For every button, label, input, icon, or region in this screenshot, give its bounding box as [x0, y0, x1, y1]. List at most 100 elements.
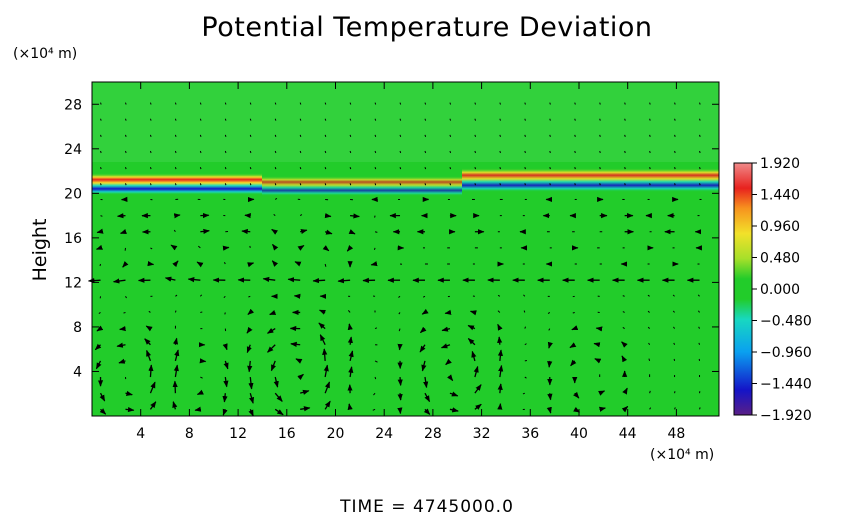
wind-arrow: [547, 360, 553, 368]
chart-title: Potential Temperature Deviation: [201, 12, 653, 43]
wind-arrow: [87, 277, 101, 284]
wind-arrow: [299, 134, 302, 137]
wind-arrow: [649, 167, 651, 170]
wind-arrow: [247, 308, 255, 315]
wind-arrow: [125, 118, 127, 121]
wind-arrow: [99, 392, 106, 402]
wind-arrow: [571, 325, 579, 331]
wind-arrow: [116, 342, 126, 348]
wind-arrow: [374, 102, 377, 105]
wind-arrow: [699, 134, 701, 137]
wind-arrow: [174, 134, 177, 137]
wind-arrow: [248, 376, 254, 390]
wind-arrow: [149, 401, 157, 410]
wind-arrow: [199, 150, 202, 154]
wind-arrow: [622, 295, 625, 297]
wind-arrow: [649, 183, 651, 186]
wind-arrow: [269, 310, 277, 316]
wind-arrow: [649, 118, 651, 121]
wind-arrow: [621, 405, 629, 413]
wind-arrow: [498, 364, 504, 378]
wind-arrow: [598, 390, 606, 396]
wind-arrow: [399, 150, 402, 154]
wind-arrow: [699, 407, 701, 410]
wind-arrow: [674, 407, 676, 410]
wind-arrow: [146, 349, 152, 362]
wind-arrow: [112, 278, 126, 284]
wind-arrow: [174, 183, 177, 186]
wind-arrow: [574, 183, 576, 186]
wind-arrow: [100, 118, 102, 121]
wind-arrow: [549, 102, 551, 105]
wind-arrow: [474, 403, 482, 410]
wind-arrow: [270, 360, 276, 372]
wind-arrow: [199, 167, 202, 170]
wind-arrow: [349, 118, 352, 121]
wind-arrow: [173, 213, 181, 219]
colorbar-label: −1.920: [760, 408, 812, 424]
wind-arrow: [222, 343, 228, 351]
wind-arrow: [699, 102, 701, 105]
x-tick-label: 20: [327, 426, 345, 442]
wind-arrow: [100, 150, 102, 154]
wind-arrow: [599, 134, 601, 137]
wind-arrow: [324, 229, 333, 235]
wind-arrow: [197, 245, 201, 249]
wind-arrow: [273, 376, 279, 388]
wind-arrow: [649, 390, 651, 394]
wind-arrow: [199, 134, 202, 137]
y-tick-label: 28: [64, 97, 82, 113]
upper-field-tint: [92, 82, 719, 162]
wind-arrow: [699, 118, 701, 121]
wind-arrow: [271, 260, 279, 267]
wind-arrow: [349, 102, 352, 105]
wind-arrow: [522, 392, 526, 395]
wind-arrow: [223, 360, 229, 370]
wind-arrow: [294, 261, 302, 267]
wind-arrow: [672, 310, 675, 313]
wind-arrow: [547, 393, 553, 401]
wind-arrow: [299, 167, 302, 170]
wind-arrow: [374, 167, 377, 170]
wind-arrow: [174, 349, 180, 362]
wind-arrow: [246, 326, 253, 334]
wind-arrow: [424, 150, 427, 154]
wind-arrow: [648, 358, 651, 362]
wind-arrow: [699, 150, 701, 154]
wind-arrow: [572, 311, 575, 314]
wind-arrow: [174, 150, 177, 154]
wind-arrow: [449, 134, 452, 137]
wind-arrow: [399, 118, 402, 121]
wind-arrow: [96, 325, 104, 332]
wind-arrow: [125, 167, 127, 170]
wind-arrow: [299, 102, 302, 105]
wind-arrow: [599, 167, 601, 170]
wind-arrow: [399, 134, 402, 137]
y-tick-label: 20: [64, 186, 82, 202]
wind-arrow: [419, 344, 426, 353]
wind-arrow: [497, 403, 503, 410]
wind-arrow: [349, 134, 352, 137]
wind-arrow: [524, 376, 527, 379]
wind-arrow: [599, 118, 601, 121]
wind-arrow: [497, 383, 503, 394]
time-label: TIME = 4745000.0: [340, 497, 514, 517]
wind-arrow: [99, 263, 102, 267]
wind-arrow: [424, 134, 427, 137]
wind-arrow: [318, 322, 326, 330]
x-tick-label: 32: [473, 426, 491, 442]
wind-arrow: [94, 343, 102, 351]
wind-arrow: [698, 310, 700, 313]
wind-arrow: [594, 358, 602, 364]
wind-arrow: [172, 337, 179, 345]
wind-arrow: [497, 336, 503, 345]
wind-arrow: [100, 183, 102, 186]
wind-arrow: [196, 261, 204, 268]
wind-arrow: [274, 134, 277, 137]
wind-arrow: [125, 183, 127, 186]
y-tick-label: 16: [64, 231, 82, 247]
wind-arrow: [224, 150, 227, 154]
wind-arrow: [248, 295, 251, 298]
wind-arrow: [673, 342, 676, 345]
